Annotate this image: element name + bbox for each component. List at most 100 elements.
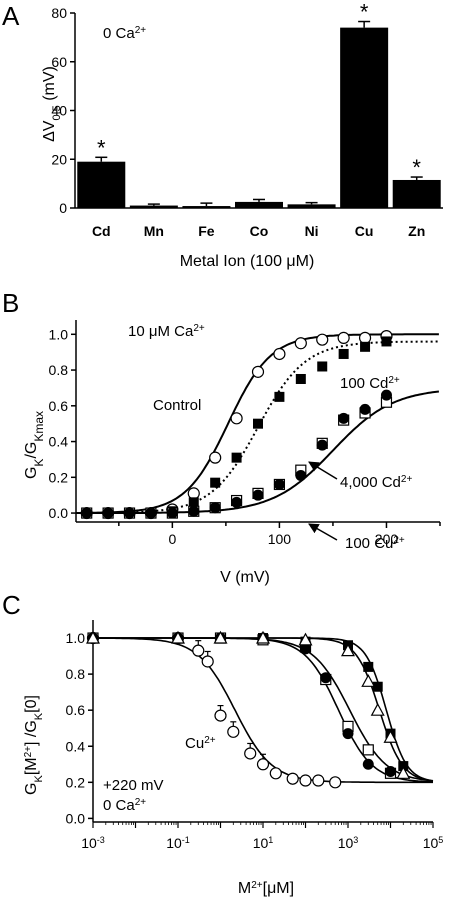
panel-a-letter: A — [2, 1, 20, 31]
panel-b-arrow-4000cd — [308, 461, 338, 480]
panel-a-bar-co — [235, 201, 283, 208]
panel-b-point-filled-square — [295, 373, 306, 384]
panel-b-point-open-circle — [251, 365, 265, 378]
panel-b-point-open-circle — [209, 451, 222, 464]
panel-c-ylabel: GK[M2+] /GK[0] — [23, 695, 46, 795]
panel-b-label-100cd: 100 Cd2+ — [340, 375, 400, 393]
panel-c-point-open-circle — [329, 776, 342, 789]
panel-c-point-open-triangle — [396, 766, 411, 779]
panel-a-significance: * — [97, 135, 106, 160]
panel-a-ytick-label: 80 — [51, 5, 67, 21]
panel-b-point-filled-circle — [295, 470, 307, 482]
panel-a-ytick-label: 0 — [59, 200, 67, 216]
panel-b-point-filled-circle — [124, 507, 136, 519]
panel-b-ytick-label: 0.0 — [49, 505, 69, 521]
panel-b-point-filled-square — [210, 477, 221, 488]
panel-b-point-filled-circle — [380, 389, 392, 401]
panel-b-ylabel: GK/GKmax — [23, 411, 46, 479]
panel-a-category-cd: Cd — [92, 223, 111, 239]
panel-a-ylabel: ΔV0.5 (mV) — [41, 66, 63, 142]
panel-c-point-open-circle — [269, 767, 282, 780]
panel-b-point-open-circle — [358, 331, 372, 344]
panel-a: A 0 20 40 60 80 * Cd Mn Fe Co Ni * Cu * Zn 0 Ca2+ ΔV0… — [2, 0, 443, 270]
panel-c-point-open-square — [362, 744, 374, 756]
panel-c-xtick-label: 105 — [423, 835, 444, 851]
panel-c-point-open-triangle — [213, 630, 228, 644]
panel-c-ytick-label: 0.2 — [66, 774, 86, 790]
panel-c-point-open-triangle — [170, 630, 186, 644]
panel-c-condition-2: 0 Ca2+ — [103, 797, 146, 815]
panel-b-point-open-circle — [294, 337, 307, 350]
panel-c-point-open-triangle — [85, 630, 101, 644]
panel-b: B 0.0 0.2 0.4 0.6 0.8 1.0 0 100 200 10 μM Ca2+ C… — [2, 288, 441, 586]
panel-c-point-filled-circle — [385, 766, 396, 777]
panel-b-point-filled-circle — [252, 489, 264, 501]
panel-b-point-open-circle — [316, 333, 329, 346]
panel-a-category-ni: Ni — [305, 223, 319, 239]
panel-c-point-filled-square — [372, 681, 383, 692]
panel-c-point-open-circle — [201, 655, 214, 668]
panel-c-point-filled-circle — [342, 728, 354, 740]
panel-a-ytick-label: 20 — [51, 151, 67, 167]
panel-b-point-filled-square — [231, 452, 242, 463]
panel-a-xlabel: Metal Ion (100 μM) — [180, 253, 315, 270]
panel-c-condition-1: +220 mV — [103, 777, 163, 794]
panel-c-point-open-triangle — [383, 729, 398, 743]
panel-b-ytick-label: 0.6 — [49, 398, 69, 414]
panel-a-significance: * — [360, 0, 369, 25]
panel-c-ytick-label: 0.8 — [66, 666, 86, 682]
panel-a-category-fe: Fe — [198, 223, 215, 239]
panel-c-point-open-circle — [312, 774, 325, 787]
panel-a-category-mn: Mn — [144, 223, 164, 239]
panel-b-point-filled-square — [253, 418, 263, 429]
panel-b-point-filled-circle — [102, 507, 114, 519]
panel-b-letter: B — [2, 288, 19, 318]
panel-c-point-open-circle — [299, 774, 312, 787]
panel-c-point-open-circle — [286, 772, 299, 785]
panel-c-xtick-label: 10-3 — [81, 835, 105, 851]
panel-c-point-filled-circle — [320, 672, 332, 684]
panel-b-point-filled-square — [338, 348, 349, 359]
panel-a-bar-mn — [129, 205, 178, 208]
panel-c-point-open-circle — [227, 725, 240, 738]
panel-b-point-filled-circle — [81, 507, 93, 519]
panel-b-point-filled-circle — [231, 496, 243, 508]
panel-c-xtick-label: 10-1 — [166, 835, 190, 851]
panel-a-bar-cu — [340, 27, 389, 208]
panel-c-ytick-label: 0.6 — [66, 702, 86, 718]
panel-a-condition: 0 Ca2+ — [103, 25, 146, 43]
panel-c-point-open-triangle — [370, 702, 385, 716]
panel-b-ytick-label: 1.0 — [49, 326, 69, 342]
panel-a-category-zn: Zn — [408, 223, 425, 239]
panel-b-point-filled-circle — [338, 412, 350, 424]
panel-c-point-open-triangle — [298, 632, 313, 646]
panel-c-ytick-label: 0.4 — [66, 738, 86, 754]
panel-c-ytick-label: 1.0 — [66, 630, 86, 646]
panel-b-label-control: Control — [153, 397, 201, 414]
panel-c-point-filled-square — [363, 661, 374, 672]
panel-b-point-filled-circle — [145, 507, 157, 519]
panel-b-point-filled-circle — [316, 439, 328, 451]
panel-a-significance: * — [412, 155, 421, 180]
panel-a-bar-zn — [392, 179, 441, 208]
panel-c: C 0.0 0.2 0.4 0.6 0.8 1.0 10-3 10-1 101 103 105 Cu… — [2, 590, 443, 897]
panel-c-letter: C — [2, 590, 21, 620]
panel-c-point-open-triangle — [361, 674, 376, 687]
panel-b-point-filled-square — [360, 341, 371, 352]
panel-b-point-filled-circle — [166, 507, 178, 519]
panel-b-label-100cu: 100 Cu2+ — [345, 535, 405, 553]
panel-b-condition: 10 μM Ca2+ — [128, 323, 205, 341]
panel-b-label-4000cd: 4,000 Cd2+ — [340, 474, 412, 492]
panel-b-ytick-label: 0.2 — [49, 469, 69, 485]
panel-a-category-co: Co — [250, 223, 269, 239]
panel-b-point-filled-square — [317, 361, 328, 372]
panel-a-ytick-label: 40 — [51, 103, 67, 119]
panel-c-xlabel: M2+[μM] — [238, 880, 294, 898]
panel-b-point-filled-circle — [209, 502, 221, 514]
panel-b-ytick-label: 0.8 — [49, 362, 69, 378]
panel-a-category-cu: Cu — [355, 223, 374, 239]
panel-b-point-filled-circle — [188, 505, 200, 517]
panel-c-point-open-circle — [192, 644, 205, 657]
panel-c-label-cu: Cu2+ — [185, 735, 216, 753]
